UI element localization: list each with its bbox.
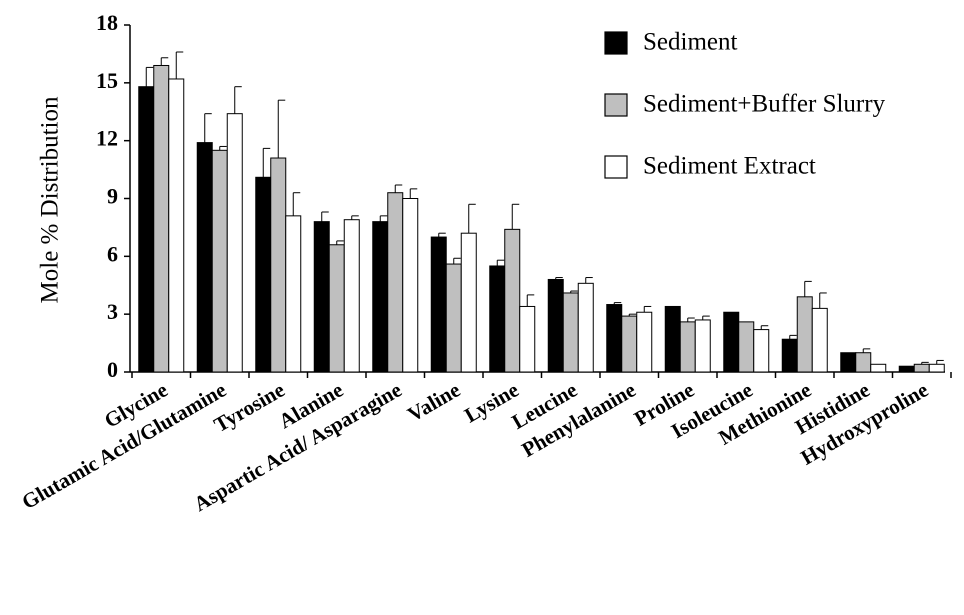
bar: [138, 86, 155, 373]
y-tick-label: 9: [107, 184, 118, 209]
bar: [636, 311, 653, 373]
bar: [153, 64, 170, 373]
bar: [168, 78, 185, 373]
legend-swatch: [604, 155, 628, 179]
y-tick-label: 6: [107, 241, 118, 266]
bar: [196, 142, 213, 373]
bar: [562, 292, 579, 373]
y-tick-label: 12: [96, 126, 118, 151]
bar: [753, 329, 770, 373]
bar: [313, 221, 330, 373]
bar: [489, 265, 506, 373]
legend-label: Sediment+Buffer Slurry: [643, 91, 886, 118]
legend-label: Sediment Extract: [643, 153, 816, 180]
bar: [577, 282, 594, 373]
bar: [621, 315, 638, 373]
bar: [913, 363, 930, 373]
bar: [226, 113, 243, 373]
legend: Sediment Sediment+Buffer Slurry Sediment E…: [604, 29, 886, 180]
bar: [460, 232, 477, 373]
y-axis-title: Mole % Distribution: [37, 96, 64, 303]
bar: [211, 149, 228, 373]
bar: [270, 157, 287, 373]
legend-swatch: [604, 93, 628, 117]
bar: [840, 352, 857, 373]
y-tick-label: 15: [96, 68, 118, 93]
bar: [664, 305, 681, 373]
bar: [372, 221, 389, 373]
x-tick-label: Valine: [403, 378, 464, 427]
bar: [898, 365, 915, 373]
bar: [811, 307, 828, 373]
bar: [928, 363, 945, 373]
bar: [679, 321, 696, 373]
bar: [255, 176, 272, 373]
y-tick-label: 3: [107, 299, 118, 324]
bar: [870, 363, 887, 373]
bar: [855, 352, 872, 373]
y-tick-label: 0: [107, 357, 118, 382]
bar: [723, 311, 740, 373]
bars: [138, 51, 945, 373]
bar: [445, 263, 462, 373]
bar: [519, 305, 536, 373]
bar: [504, 228, 521, 373]
bar: [402, 198, 419, 373]
bar: [738, 321, 755, 373]
bar: [285, 215, 302, 373]
bar: [694, 319, 711, 373]
bar: [547, 278, 564, 373]
bar: [430, 236, 447, 373]
y-tick-label: 18: [96, 10, 118, 35]
bar: [387, 192, 404, 373]
legend-swatch: [604, 31, 628, 55]
bar: [606, 304, 623, 373]
bar: [796, 296, 813, 373]
bar: [328, 244, 345, 373]
bar: [781, 338, 798, 373]
legend-label: Sediment: [643, 29, 737, 56]
bar: [343, 219, 360, 373]
